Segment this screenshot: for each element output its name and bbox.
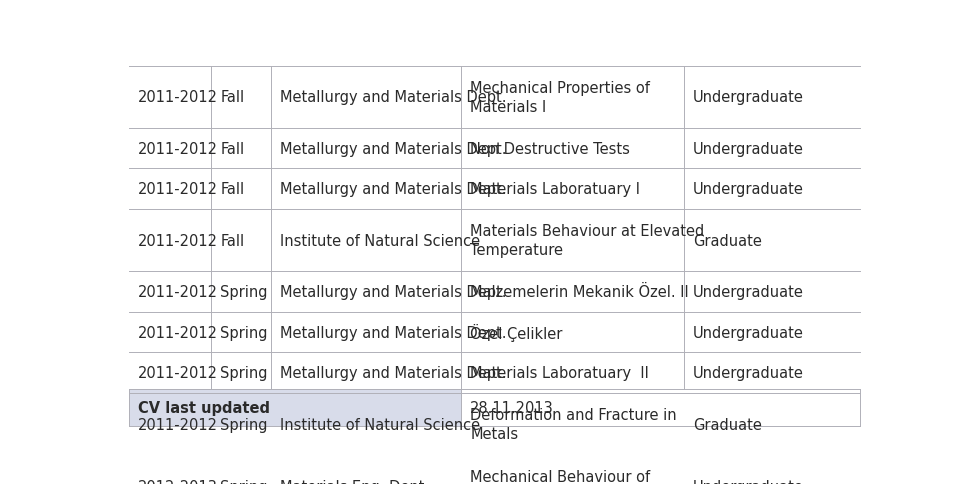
Text: 2011-2012: 2011-2012 [137,182,218,197]
Text: Materials Laboratuary  II: Materials Laboratuary II [470,365,649,380]
Text: 2011-2012: 2011-2012 [137,365,218,380]
Text: Malzemelerin Mekanik Özel. II: Malzemelerin Mekanik Özel. II [470,284,689,299]
Text: CV last updated: CV last updated [137,400,270,415]
Text: Undergraduate: Undergraduate [693,479,804,484]
Bar [129,129,860,169]
Text: Institute of Natural Science: Institute of Natural Science [280,417,480,432]
Text: Non Destructive Tests: Non Destructive Tests [470,141,630,156]
Text: Deformation and Fracture in
Metals: Deformation and Fracture in Metals [470,407,677,441]
Text: Spring: Spring [220,284,268,299]
Text: Metallurgy and Materials Dept.: Metallurgy and Materials Dept. [280,365,507,380]
Text: Institute of Natural Science: Institute of Natural Science [280,233,480,248]
Bar [129,67,860,129]
Text: Spring: Spring [220,365,268,380]
Text: Spring: Spring [220,479,268,484]
Bar [461,389,860,426]
Bar [129,210,860,272]
Text: Graduate: Graduate [693,233,762,248]
Bar [129,389,461,426]
Text: Metallurgy and Materials Dept.: Metallurgy and Materials Dept. [280,325,507,340]
Text: Materials Behaviour at Elevated
Temperature: Materials Behaviour at Elevated Temperat… [470,224,705,257]
Text: Spring: Spring [220,417,268,432]
Bar [129,393,860,455]
Bar [129,169,860,210]
Text: Materials Eng. Dept.: Materials Eng. Dept. [280,479,429,484]
Bar [129,353,860,393]
Text: Fall: Fall [220,233,244,248]
Text: 2011-2012: 2011-2012 [137,90,218,105]
Text: Undergraduate: Undergraduate [693,365,804,380]
Text: 2011-2012: 2011-2012 [137,284,218,299]
Text: Mechanical Properties of
Materials I: Mechanical Properties of Materials I [470,80,650,115]
Text: 2011-2012: 2011-2012 [137,141,218,156]
Text: Fall: Fall [220,182,244,197]
Text: Undergraduate: Undergraduate [693,325,804,340]
Bar [129,312,860,353]
Text: Metallurgy and Materials Dept.: Metallurgy and Materials Dept. [280,182,507,197]
Text: 2011-2012: 2011-2012 [137,325,218,340]
Text: Mechanical Behaviour of
Materials: Mechanical Behaviour of Materials [470,469,650,484]
Text: Undergraduate: Undergraduate [693,141,804,156]
Text: Metallurgy and Materials Dept.: Metallurgy and Materials Dept. [280,141,507,156]
Text: Fall: Fall [220,90,244,105]
Text: 2012-2013: 2012-2013 [137,479,217,484]
Text: Undergraduate: Undergraduate [693,90,804,105]
Text: Metallurgy and Materials Dept.: Metallurgy and Materials Dept. [280,284,507,299]
Bar [129,455,860,484]
Text: Özel Çelikler: Özel Çelikler [470,323,563,341]
Text: Fall: Fall [220,141,244,156]
Text: Metallurgy and Materials Dept.: Metallurgy and Materials Dept. [280,90,507,105]
Text: Spring: Spring [220,325,268,340]
Text: Graduate: Graduate [693,417,762,432]
Text: 2011-2012: 2011-2012 [137,417,218,432]
Text: Undergraduate: Undergraduate [693,182,804,197]
Text: 2011-2012: 2011-2012 [137,233,218,248]
Text: Undergraduate: Undergraduate [693,284,804,299]
Text: Materials Laboratuary I: Materials Laboratuary I [470,182,640,197]
Bar [129,272,860,312]
Text: 28.11.2013: 28.11.2013 [470,400,554,415]
